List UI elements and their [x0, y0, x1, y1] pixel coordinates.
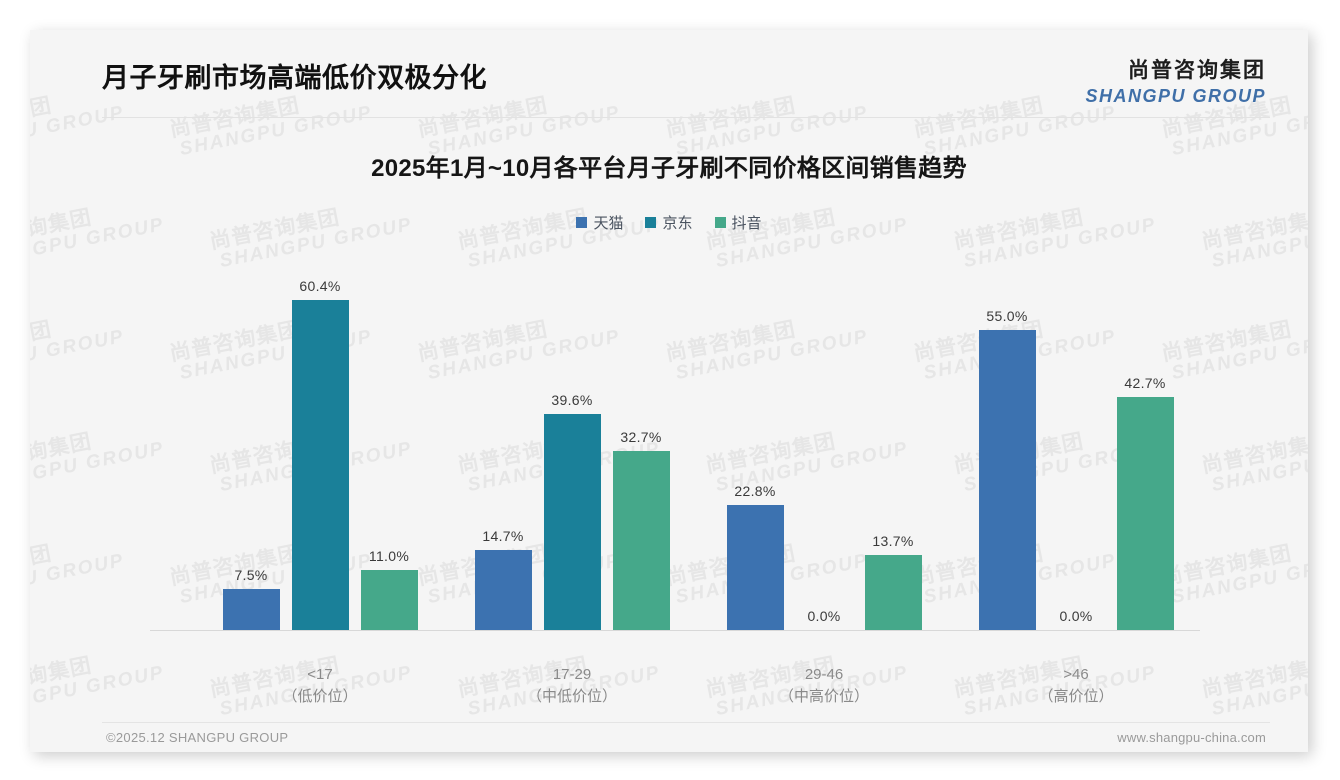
bar-slot: 22.8%	[726, 230, 784, 630]
bar-京东[interactable]	[543, 414, 601, 630]
bar-value-label: 60.4%	[299, 278, 341, 294]
x-tick-range: >46	[1063, 666, 1089, 683]
bar-group-4: 55.0% 0.0% 42.7%	[951, 230, 1201, 630]
legend-swatch-icon	[576, 217, 588, 228]
bar-value-label: 0.0%	[807, 608, 841, 624]
legend-swatch-icon	[645, 217, 657, 228]
legend-label: 天猫	[593, 215, 624, 232]
bar-抖音[interactable]	[612, 451, 670, 630]
bar-value-label: 32.7%	[620, 429, 662, 445]
bar-value-label: 11.0%	[368, 548, 410, 564]
page-title: 月子牙刷市场高端低价双极分化	[102, 63, 487, 93]
bar-抖音[interactable]	[360, 570, 418, 630]
bar-value-label: 13.7%	[872, 533, 914, 549]
bar-京东[interactable]	[291, 300, 349, 630]
legend-item-3[interactable]: 抖音	[714, 212, 762, 233]
bar-value-label: 7.5%	[234, 567, 268, 583]
x-tick-sublabel: （中高价位）	[778, 687, 869, 705]
x-axis-line	[150, 630, 1200, 631]
legend-item-1[interactable]: 天猫	[576, 212, 623, 233]
bar-slot: 11.0%	[360, 230, 418, 630]
legend-label: 抖音	[731, 215, 762, 232]
chart-plot-area: 7.5% 60.4% 11.0% 14.7% 39.6% 32.7% 22.8% 0.0% 13…	[30, 230, 1308, 660]
bar-抖音[interactable]	[1116, 397, 1174, 630]
brand-logo: 尚普咨询集团 SHANGPU GROUP	[1085, 54, 1266, 107]
chart-legend: 天猫 京东 抖音	[30, 212, 1308, 233]
x-tick-sublabel: （中低价位）	[526, 687, 617, 705]
footer-website[interactable]: www.shangpu-china.com	[1117, 730, 1266, 745]
footer-copyright: ©2025.12 SHANGPU GROUP	[106, 730, 289, 745]
footer-divider	[102, 722, 1270, 723]
x-tick-label-3: 29-46 （中高价位）	[699, 664, 949, 708]
brand-name-cn: 尚普咨询集团	[1128, 59, 1266, 82]
bar-group-1: 7.5% 60.4% 11.0%	[195, 230, 445, 630]
bar-slot: 0.0%	[1048, 230, 1105, 630]
legend-swatch-icon	[714, 217, 726, 228]
bar-group-2: 14.7% 39.6% 32.7%	[447, 230, 697, 630]
bar-group-3: 22.8% 0.0% 13.7%	[699, 230, 949, 630]
bar-value-label: 22.8%	[734, 483, 776, 499]
bar-天猫[interactable]	[474, 550, 532, 630]
x-tick-sublabel: （低价位）	[282, 687, 358, 705]
legend-item-2[interactable]: 京东	[645, 212, 693, 233]
brand-name-en: SHANGPU GROUP	[1085, 86, 1266, 106]
bar-slot: 14.7%	[474, 230, 532, 630]
x-tick-range: 29-46	[804, 666, 844, 683]
bar-slot: 39.6%	[543, 230, 601, 630]
bar-slot: 7.5%	[222, 230, 280, 630]
bar-slot: 13.7%	[864, 230, 922, 630]
bar-天猫[interactable]	[726, 505, 784, 630]
bar-抖音[interactable]	[864, 555, 922, 630]
x-tick-sublabel: （高价位）	[1038, 687, 1114, 705]
slide-header: 月子牙刷市场高端低价双极分化 尚普咨询集团 SHANGPU GROUP	[30, 30, 1308, 118]
x-tick-range: <17	[307, 666, 333, 683]
slide-card: 尚普咨询集团 SHANGPU GROUP 尚普咨询集团 SHANGPU GROUP 尚普…	[30, 30, 1308, 752]
bar-value-label: 55.0%	[986, 308, 1028, 324]
bar-slot: 32.7%	[612, 230, 670, 630]
bar-value-label: 14.7%	[482, 528, 524, 544]
bar-天猫[interactable]	[978, 330, 1036, 630]
header-divider	[102, 117, 1270, 118]
x-tick-label-2: 17-29 （中低价位）	[447, 664, 697, 708]
bar-slot: 42.7%	[1116, 230, 1174, 630]
bar-value-label: 42.7%	[1124, 375, 1166, 391]
legend-label: 京东	[662, 215, 693, 232]
bar-天猫[interactable]	[222, 589, 280, 630]
watermark-text-en: SHANGPU GROUP	[30, 662, 167, 721]
x-tick-label-4: >46 （高价位）	[951, 664, 1201, 708]
bar-slot: 60.4%	[291, 230, 349, 630]
bar-slot: 0.0%	[796, 230, 853, 630]
x-tick-label-1: <17 （低价位）	[195, 664, 445, 708]
bar-value-label: 39.6%	[551, 392, 593, 408]
chart-title: 2025年1月~10月各平台月子牙刷不同价格区间销售趋势	[371, 155, 967, 182]
bar-value-label: 0.0%	[1059, 608, 1093, 624]
bar-slot: 55.0%	[978, 230, 1036, 630]
x-tick-range: 17-29	[552, 666, 592, 683]
watermark-text-en: SHANGPU GROUP	[1209, 662, 1308, 721]
